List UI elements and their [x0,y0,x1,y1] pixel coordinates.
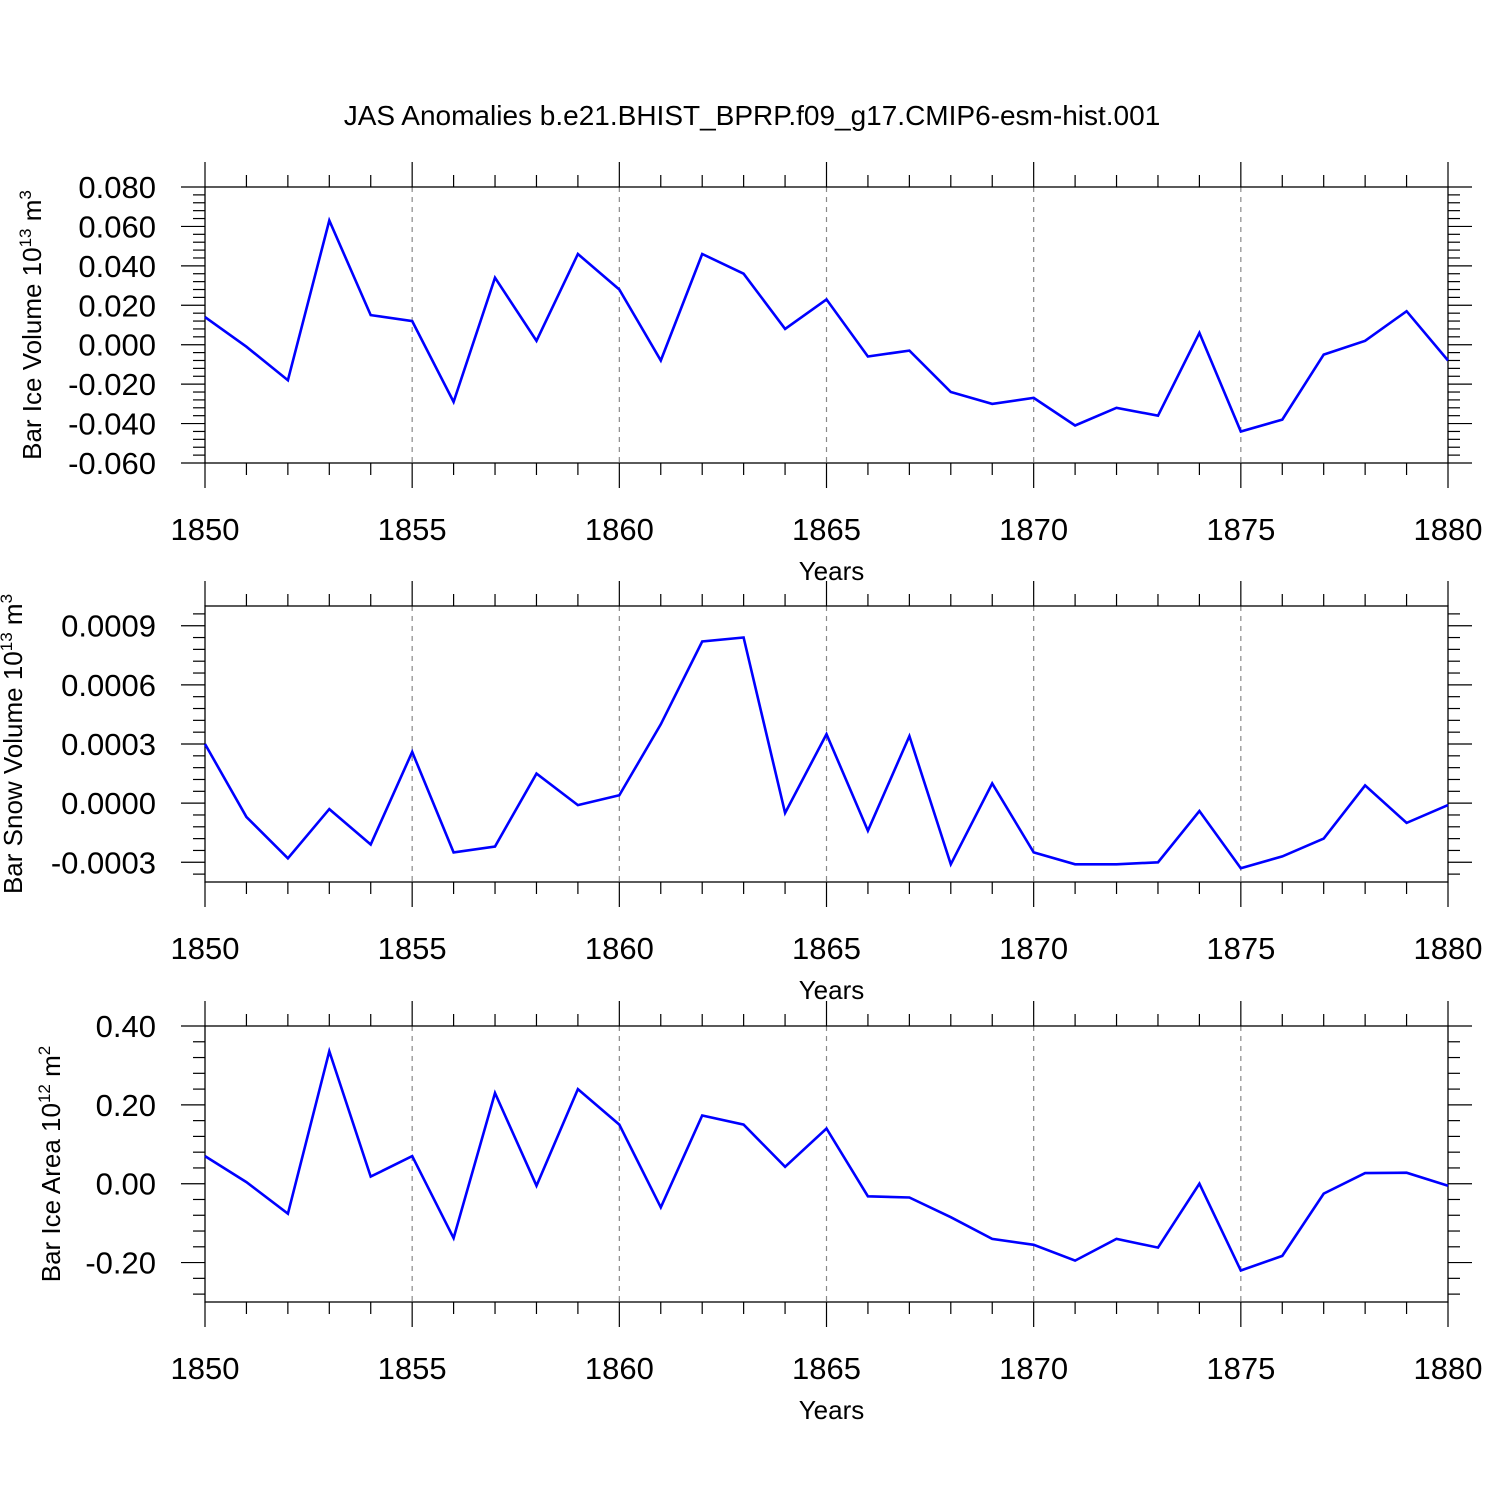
x-tick-label: 1855 [378,931,447,966]
y-axis-label-text: m [36,1055,66,1084]
y-axis-label-superscript: 3 [0,594,16,603]
x-tick-label: 1855 [378,512,447,547]
y-axis-label-text: Bar Snow Volume 10 [0,651,28,894]
x-tick-label: 1855 [378,1351,447,1386]
y-axis-label-superscript: 12 [35,1084,54,1103]
y-tick-label: -0.20 [85,1246,156,1281]
y-tick-label: 0.40 [96,1009,156,1044]
x-tick-label: 1865 [792,512,861,547]
x-tick-label: 1860 [585,1351,654,1386]
x-axis-label: Years [799,556,865,586]
y-axis-label: Bar Snow Volume 1013 m3 [0,594,28,894]
x-tick-label: 1875 [1206,931,1275,966]
y-tick-label: 0.060 [78,209,156,244]
x-tick-label: 1850 [171,512,240,547]
y-axis-label-text: Bar Ice Area 10 [36,1103,66,1282]
y-tick-label: 0.0003 [61,727,156,762]
y-tick-label: 0.0009 [61,609,156,644]
x-tick-label: 1850 [171,931,240,966]
x-tick-label: 1865 [792,931,861,966]
x-axis-label: Years [799,975,865,1005]
panel-ice-area: 0.40 0.20 0.00 -0.20 1850 1855 1860 1865 1870 187… [35,1001,1482,1425]
y-tick-label: 0.020 [78,288,156,323]
y-tick-label: 0.0006 [61,668,156,703]
y-axis-label: Bar Ice Volume 1013 m3 [16,190,47,460]
y-tick-label: -0.020 [68,367,156,402]
y-tick-label: -0.040 [68,407,156,442]
y-tick-label: 0.00 [96,1167,156,1202]
x-tick-label: 1870 [999,1351,1068,1386]
panel-snow-volume: 0.0009 0.0006 0.0003 0.0000 -0.0003 1850 1855 1… [0,581,1482,1005]
x-tick-label: 1870 [999,512,1068,547]
x-tick-label: 1875 [1206,1351,1275,1386]
y-tick-label: -0.060 [68,446,156,481]
x-tick-label: 1860 [585,931,654,966]
y-tick-label: -0.0003 [51,845,156,880]
x-tick-label: 1870 [999,931,1068,966]
y-axis-label-text: m [17,200,47,229]
y-axis-label-text: m [0,603,28,632]
y-axis-label-text: Bar Ice Volume 10 [17,247,47,459]
y-axis-label-superscript: 3 [16,190,35,199]
figure-title: JAS Anomalies b.e21.BHIST_BPRP.f09_g17.C… [344,100,1161,131]
y-tick-label: 0.080 [78,170,156,205]
y-axis-label-superscript: 13 [16,228,35,247]
x-tick-label: 1880 [1414,1351,1483,1386]
series-line [204,216,1449,434]
x-tick-label: 1860 [585,512,654,547]
x-tick-label: 1850 [171,1351,240,1386]
panel-ice-volume: 0.080 0.060 0.040 0.020 0.000 -0.020 -0.040 -0.… [16,162,1482,586]
y-tick-label: 0.040 [78,249,156,284]
x-tick-label: 1880 [1414,931,1483,966]
x-tick-label: 1865 [792,1351,861,1386]
x-tick-label: 1880 [1414,512,1483,547]
x-axis-label: Years [799,1395,865,1425]
series-line [203,636,1449,870]
y-axis-label-superscript: 2 [35,1046,54,1055]
y-tick-label: 0.0000 [61,786,156,821]
series-line [204,1046,1449,1273]
x-tick-label: 1875 [1206,512,1275,547]
y-tick-label: 0.20 [96,1088,156,1123]
y-axis-label-superscript: 13 [0,632,16,651]
y-axis-label: Bar Ice Area 1012 m2 [35,1046,66,1283]
y-tick-label: 0.000 [78,328,156,363]
